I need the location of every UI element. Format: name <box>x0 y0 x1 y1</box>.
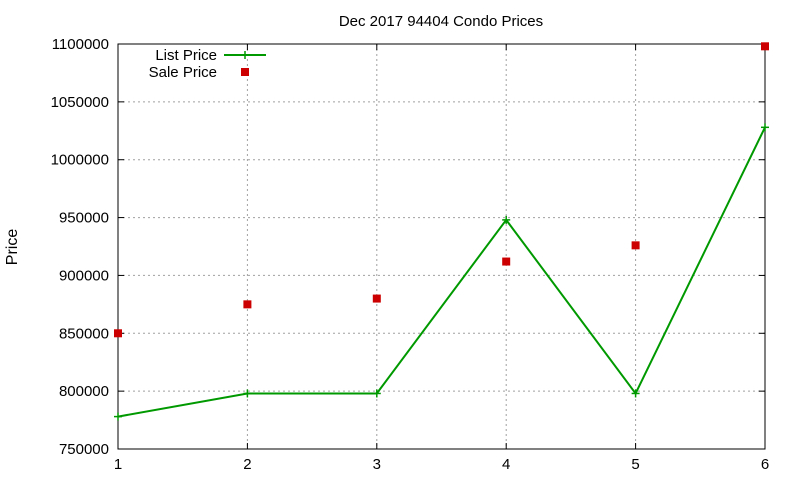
sale-price-point <box>243 300 252 309</box>
y-tick-label: 1100000 <box>52 36 109 53</box>
sale-price-point <box>502 257 511 266</box>
y-tick-label: 950000 <box>59 210 109 227</box>
x-tick-label: 4 <box>502 456 510 473</box>
sale-price-point <box>114 329 122 338</box>
legend-label-list-price: List Price <box>155 47 217 64</box>
y-tick-label: 850000 <box>59 325 109 342</box>
series-marks <box>114 42 769 421</box>
y-tick-label: 750000 <box>59 441 109 458</box>
tick-labels: 1 2 3 4 5 6 750000 800000 850000 900000 950000 1000… <box>51 36 770 473</box>
list-price-point <box>114 412 122 421</box>
x-tick-label: 5 <box>631 456 639 473</box>
sale-price-point <box>631 241 640 250</box>
list-price-point <box>631 389 640 398</box>
y-tick-label: 1000000 <box>51 152 109 169</box>
list-price-line <box>117 126 766 418</box>
sale-price-point <box>761 42 769 51</box>
chart-title: Dec 2017 94404 Condo Prices <box>339 13 543 30</box>
list-price-point <box>243 389 252 398</box>
sale-price-point <box>372 294 381 303</box>
legend-swatch-sale-price <box>241 68 249 76</box>
y-axis-label: Price <box>4 229 21 266</box>
list-price-point <box>372 389 381 398</box>
y-tick-label: 800000 <box>59 383 109 400</box>
plot-border <box>117 43 766 450</box>
y-tick-label: 900000 <box>59 267 109 284</box>
legend-label-sale-price: Sale Price <box>149 64 217 81</box>
y-tick-label: 1050000 <box>51 94 109 111</box>
x-tick-label: 6 <box>761 456 769 473</box>
grid-lines <box>118 44 765 449</box>
legend-marker-list-price <box>241 51 249 59</box>
axes <box>117 43 766 450</box>
x-tick-label: 2 <box>243 456 251 473</box>
list-price-point <box>502 215 511 224</box>
list-price-point <box>761 123 769 132</box>
x-tick-label: 3 <box>373 456 381 473</box>
x-tick-label: 1 <box>114 456 122 473</box>
